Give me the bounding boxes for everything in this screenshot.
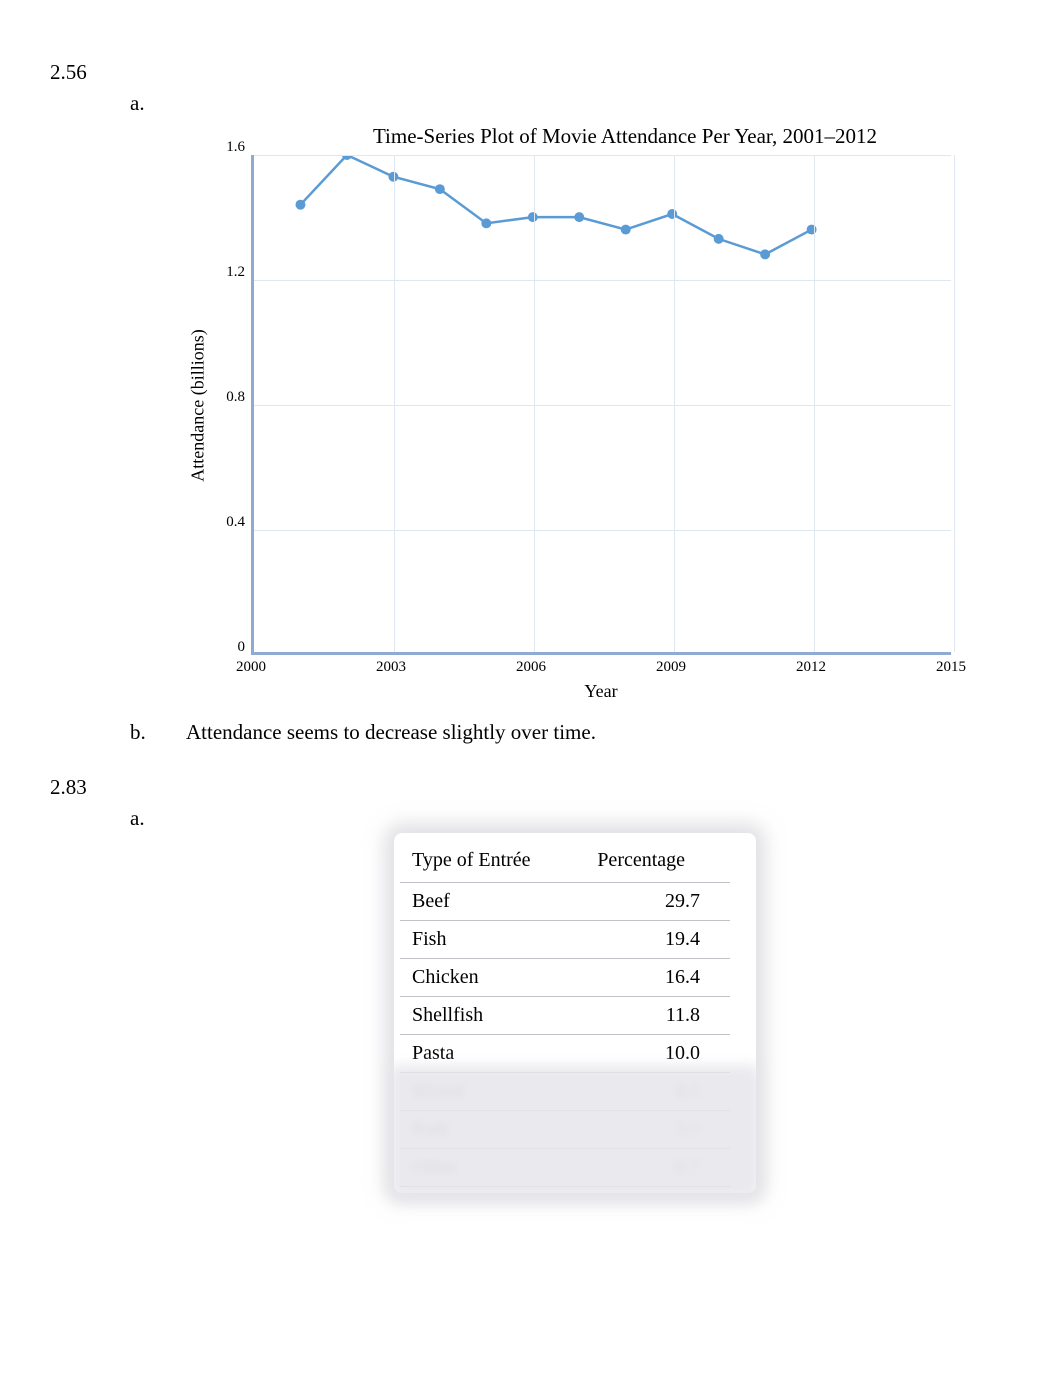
table-cell-type: Chicken <box>400 959 585 997</box>
x-tick-label: 2009 <box>656 659 686 676</box>
x-tick-label: 2000 <box>236 659 266 676</box>
data-marker <box>295 200 305 210</box>
table-cell-percentage: 29.7 <box>585 883 730 921</box>
data-marker <box>435 184 445 194</box>
chart-title: Time-Series Plot of Movie Attendance Per… <box>185 124 1005 149</box>
gridline-v <box>394 155 395 652</box>
gridline-v <box>814 155 815 652</box>
table-row: Beef29.7 <box>400 883 730 921</box>
gridline-h <box>254 155 951 156</box>
table-header-percentage: Percentage <box>585 839 730 883</box>
x-tick-label: 2006 <box>516 659 546 676</box>
problem-number-1: 2.56 <box>50 60 1012 85</box>
table-header-type: Type of Entrée <box>400 839 585 883</box>
y-axis-label: Attendance (billions) <box>188 329 209 481</box>
data-marker <box>714 234 724 244</box>
data-marker <box>574 212 584 222</box>
table-row: Chicken16.4 <box>400 959 730 997</box>
x-tick-label: 2003 <box>376 659 406 676</box>
x-tick-label: 2015 <box>936 659 966 676</box>
x-axis-label: Year <box>251 681 951 702</box>
table-cell-type: Shellfish <box>400 997 585 1035</box>
table-cell-percentage: 11.8 <box>585 997 730 1035</box>
x-tick-label: 2012 <box>796 659 826 676</box>
gridline-v <box>674 155 675 652</box>
gridline-h <box>254 280 951 281</box>
part-b-text: Attendance seems to decrease slightly ov… <box>186 720 596 745</box>
table-cell-type: Fish <box>400 921 585 959</box>
problem-number-2: 2.83 <box>50 775 1012 800</box>
table-cell-type: Beef <box>400 883 585 921</box>
x-ticks: 200020032006200920122015 <box>251 655 951 675</box>
table-cell-percentage: 16.4 <box>585 959 730 997</box>
table-row: Fish19.4 <box>400 921 730 959</box>
entree-table-container: Type of Entrée Percentage Beef29.7Fish19… <box>400 839 750 1187</box>
blur-overlay <box>390 1065 760 1200</box>
part-a-label-2: a. <box>130 806 1012 831</box>
part-b-answer: b. Attendance seems to decrease slightly… <box>130 720 1012 745</box>
part-a-label-1: a. <box>130 91 1012 116</box>
data-marker <box>481 218 491 228</box>
gridline-h <box>254 530 951 531</box>
y-ticks: 1.61.20.80.40 <box>211 155 251 655</box>
data-line <box>300 155 811 254</box>
data-marker <box>807 225 817 235</box>
data-marker <box>667 209 677 219</box>
part-b-letter: b. <box>130 720 186 745</box>
data-marker <box>528 212 538 222</box>
table-cell-percentage: 19.4 <box>585 921 730 959</box>
gridline-v <box>534 155 535 652</box>
gridline-h <box>254 405 951 406</box>
data-marker <box>760 249 770 259</box>
gridline-v <box>954 155 955 652</box>
time-series-chart: Time-Series Plot of Movie Attendance Per… <box>185 124 1005 702</box>
data-marker <box>621 225 631 235</box>
plot-area <box>251 155 951 655</box>
table-row: Shellfish11.8 <box>400 997 730 1035</box>
